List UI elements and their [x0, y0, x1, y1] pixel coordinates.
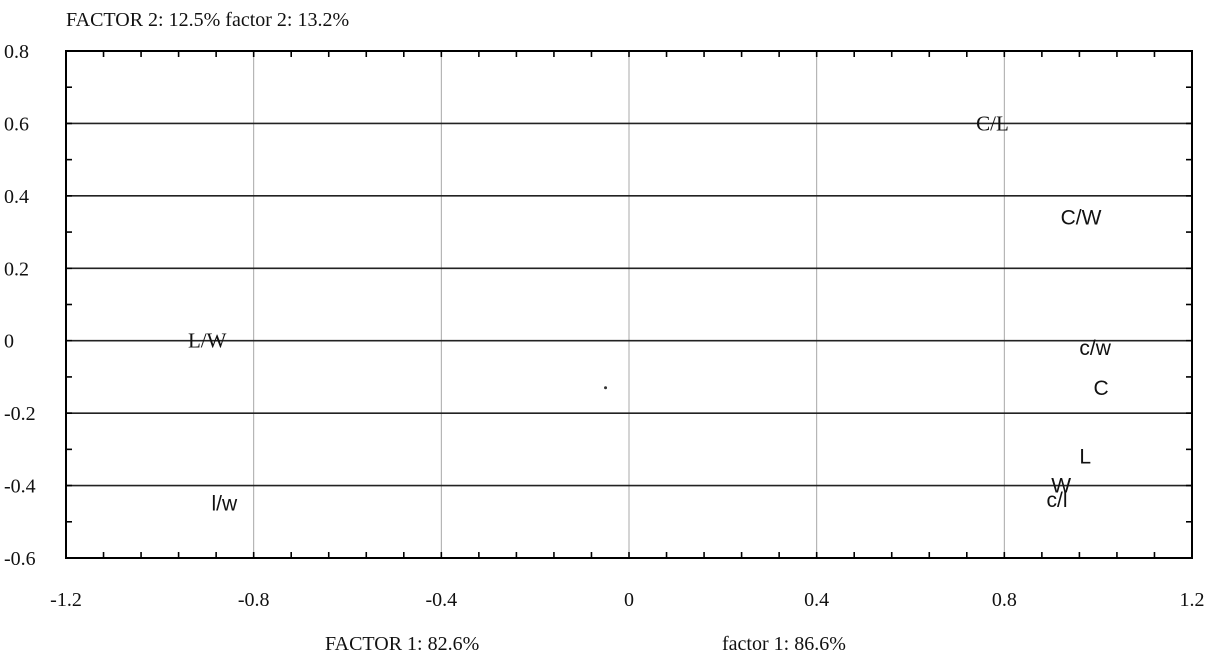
x-tick-label: -0.4 — [425, 589, 457, 611]
y-tick-labels: -0.6 -0.4 -0.2 0 0.2 0.4 0.6 0.8 — [4, 41, 36, 570]
vertical-gridlines — [253, 51, 1005, 558]
y-tick-label: -0.4 — [4, 476, 36, 498]
horizontal-gridlines — [66, 122, 1192, 487]
y-tick-label: 0.6 — [4, 113, 29, 135]
y-tick-label: 0.8 — [4, 41, 29, 63]
x-axis-title-factor1-lower: factor 1: 86.6% — [722, 633, 846, 655]
data-point-marker — [604, 386, 608, 390]
point-label: C/W — [1061, 207, 1102, 230]
point-markers — [604, 386, 608, 390]
x-axis-title-factor1-upper: FACTOR 1: 82.6% — [325, 633, 479, 655]
x-tick-label: -0.8 — [238, 589, 270, 611]
x-tick-label: -1.2 — [50, 589, 82, 611]
point-label: c/l — [1047, 489, 1068, 512]
point-label: C/L — [976, 111, 1009, 135]
x-tick-label: 0.8 — [992, 589, 1017, 611]
y-tick-label: 0 — [4, 331, 14, 353]
point-labels: C/L C/W L/W c/w C LWc/l l/w — [188, 111, 1112, 515]
point-label: W — [1051, 475, 1071, 498]
x-tick-label: 0 — [624, 589, 634, 611]
y-tick-label: -0.6 — [4, 548, 36, 570]
y-tick-label: 0.4 — [4, 186, 29, 208]
x-tick-label: 1.2 — [1180, 589, 1205, 611]
x-tick-labels: -1.2 -0.8 -0.4 0 0.4 0.8 1.2 — [50, 589, 1204, 611]
point-label: L/W — [188, 329, 227, 353]
point-label: C — [1093, 377, 1108, 400]
point-label: L — [1079, 446, 1091, 469]
plot-frame — [65, 50, 1193, 559]
x-tick-label: 0.4 — [804, 589, 829, 611]
point-label: c/w — [1079, 337, 1111, 360]
y-tick-label: -0.2 — [4, 403, 36, 425]
point-label: l/w — [211, 493, 238, 516]
y-axis-title: FACTOR 2: 12.5% factor 2: 13.2% — [66, 9, 349, 31]
y-tick-label: 0.2 — [4, 258, 29, 280]
